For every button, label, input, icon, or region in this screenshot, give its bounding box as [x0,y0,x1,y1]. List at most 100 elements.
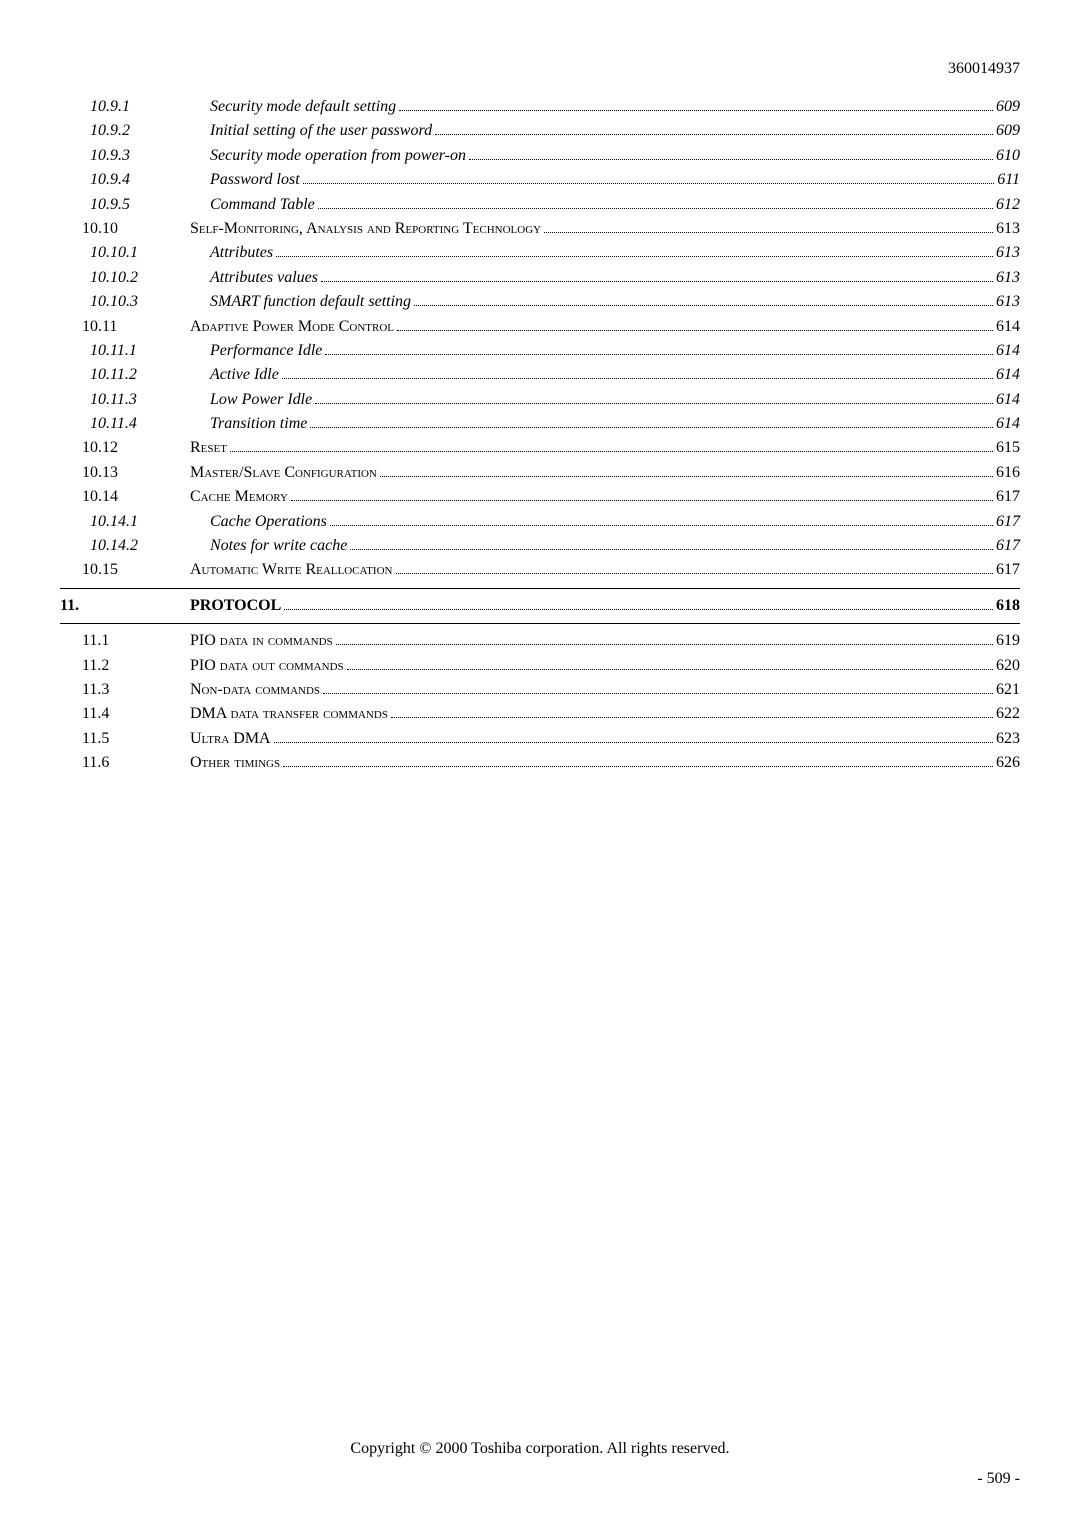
leader [347,669,993,670]
doc-number: 360014937 [60,60,1020,78]
toc-number: 10.10.1 [60,242,190,264]
toc-number: 10.13 [60,462,190,484]
toc-page: 609 [996,96,1020,118]
toc-number: 10.10 [60,218,190,240]
toc-page: 614 [996,364,1020,386]
chapter-page: 618 [996,595,1020,617]
leader [321,281,993,282]
toc-row: 11.2PIO data out commands 620 [60,655,1020,677]
toc-number: 11.6 [60,752,190,774]
toc-page: 617 [996,511,1020,533]
leader [350,549,993,550]
toc-title: Adaptive Power Mode Control [190,316,394,338]
toc-title: Cache Memory [190,486,288,508]
toc-row: 10.14.2Notes for write cache617 [60,535,1020,557]
toc-block: 10.9.1Security mode default setting60910… [60,96,1020,582]
toc-number: 11.4 [60,703,190,725]
toc-row: 10.11.2Active Idle614 [60,364,1020,386]
toc-row: 10.9.3Security mode operation from power… [60,145,1020,167]
toc-number: 10.9.1 [60,96,190,118]
toc-title: PIO data out commands [190,655,344,677]
toc-page: 611 [997,169,1020,191]
toc-title: Initial setting of the user password [210,120,432,142]
toc-title: Self-Monitoring, Analysis and Reporting … [190,218,541,240]
toc-title: Attributes values [210,267,318,289]
leader [336,644,993,645]
leader [315,403,993,404]
toc-title: Low Power Idle [210,389,312,411]
toc-row: 10.11Adaptive Power Mode Control 614 [60,316,1020,338]
toc-number: 10.11 [60,316,190,338]
leader [325,354,993,355]
leader [291,500,993,501]
leader [469,159,993,160]
toc-number: 11.5 [60,728,190,750]
leader [380,476,993,477]
toc-number: 10.9.3 [60,145,190,167]
toc-title: PIO data in commands [190,630,333,652]
toc-row: 11.4DMA data transfer commands 622 [60,703,1020,725]
leader [318,208,993,209]
toc-number: 10.14.1 [60,511,190,533]
toc-number: 10.10.3 [60,291,190,313]
toc-title: Transition time [210,413,307,435]
toc-row: 10.11.3Low Power Idle614 [60,389,1020,411]
footer-copyright: Copyright © 2000 Toshiba corporation. Al… [0,1440,1080,1458]
leader [330,525,993,526]
toc-page: 626 [996,752,1020,774]
divider [60,623,1020,624]
divider [60,588,1020,589]
chapter-number: 11. [60,595,190,617]
toc-page: 622 [996,703,1020,725]
toc-title: SMART function default setting [210,291,411,313]
toc-row: 11.3Non-data commands621 [60,679,1020,701]
toc-number: 11.1 [60,630,190,652]
leader [544,232,993,233]
toc-title: DMA data transfer commands [190,703,388,725]
toc-number: 10.11.4 [60,413,190,435]
toc-number: 11.3 [60,679,190,701]
toc-page: 613 [996,267,1020,289]
toc-page: 614 [996,316,1020,338]
leader [310,427,993,428]
toc-row: 10.14.1Cache Operations617 [60,511,1020,533]
leader [230,451,993,452]
toc-number: 10.14 [60,486,190,508]
toc-page: 617 [996,486,1020,508]
toc-title: Active Idle [210,364,279,386]
toc-row: 10.15Automatic Write Reallocation617 [60,559,1020,581]
toc-page: 614 [996,413,1020,435]
leader [397,330,993,331]
toc-number: 10.9.5 [60,194,190,216]
leader [399,110,993,111]
toc-title: Attributes [210,242,273,264]
toc-number: 10.11.3 [60,389,190,411]
leader [284,609,993,610]
toc-number: 10.14.2 [60,535,190,557]
toc-row: 10.10.2Attributes values613 [60,267,1020,289]
toc-row: 11.5Ultra DMA623 [60,728,1020,750]
page: 360014937 10.9.1Security mode default se… [0,0,1080,1528]
toc-row: 10.11.1Performance Idle614 [60,340,1020,362]
chapter-title: PROTOCOL [190,595,281,617]
toc-page: 620 [996,655,1020,677]
leader [391,717,993,718]
leader [435,134,993,135]
chapter-row: 11. PROTOCOL 618 [60,595,1020,617]
toc-block: 11.1PIO data in commands619 11.2PIO data … [60,630,1020,774]
toc-title: Command Table [210,194,315,216]
toc-title: Master/Slave Configuration [190,462,377,484]
toc-page: 612 [996,194,1020,216]
toc-title: Notes for write cache [210,535,347,557]
footer-page: - 509 - [977,1470,1020,1488]
toc-number: 11.2 [60,655,190,677]
toc-row: 11.1PIO data in commands619 [60,630,1020,652]
toc-title: Reset [190,437,227,459]
toc-row: 10.10Self-Monitoring, Analysis and Repor… [60,218,1020,240]
toc-title: Ultra DMA [190,728,271,750]
toc-number: 10.15 [60,559,190,581]
toc-title: Non-data commands [190,679,320,701]
toc-page: 617 [996,559,1020,581]
leader [303,183,995,184]
toc-page: 613 [996,218,1020,240]
